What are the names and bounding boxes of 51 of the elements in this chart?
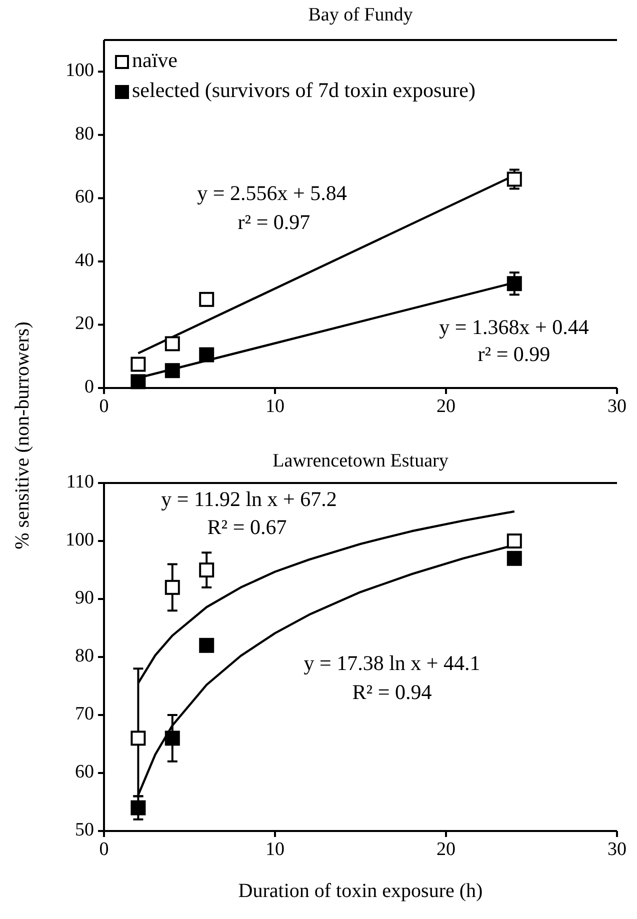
x-tick-label: 0 (99, 839, 109, 860)
point (130, 800, 146, 816)
point (199, 638, 214, 653)
annotation: y = 1.368x + 0.44 (439, 314, 590, 339)
y-tick-label: 100 (66, 60, 94, 81)
y-tick-label: 40 (75, 250, 94, 271)
annotation: y = 17.38 ln x + 44.1 (304, 650, 480, 675)
legend-label: selected (survivors of 7d toxin exposure) (132, 78, 476, 102)
y-tick-label: 0 (84, 376, 94, 398)
annotation: r² = 0.99 (478, 342, 550, 366)
x-axis-title: Duration of toxin exposure (h) (238, 880, 483, 902)
y-tick-label: 20 (75, 313, 94, 334)
annotation: y = 2.556x + 5.84 (197, 180, 348, 205)
y-tick-label: 70 (75, 703, 94, 724)
point (130, 374, 146, 390)
x-tick-label: 10 (266, 839, 284, 860)
point (164, 730, 180, 746)
x-tick-label: 20 (436, 839, 456, 860)
point (130, 356, 146, 372)
point (164, 363, 180, 378)
y-tick-label: 60 (75, 761, 94, 782)
y-tick-label: 60 (75, 186, 94, 208)
point (506, 550, 522, 566)
annotation: R² = 0.94 (352, 680, 432, 704)
annotation: r² = 0.97 (238, 210, 310, 234)
y-tick-label: 80 (75, 645, 94, 666)
point (506, 534, 522, 548)
point (506, 276, 522, 292)
x-tick-label: 10 (266, 396, 284, 417)
point (164, 580, 180, 595)
point (164, 336, 180, 352)
x-tick-label: 0 (99, 396, 109, 417)
point (199, 562, 214, 578)
chart-title: Bay of Fundy (308, 4, 414, 26)
y-axis-title: % sensitive (non-burrowers) (12, 322, 34, 550)
point (130, 730, 146, 746)
point (506, 172, 522, 187)
y-tick-label: 50 (75, 819, 94, 840)
annotation: y = 11.92 ln x + 67.2 (161, 486, 337, 511)
chart-title: Lawrencetown Estuary (272, 450, 449, 472)
point (199, 347, 214, 362)
y-tick-label: 100 (66, 529, 94, 550)
x-tick-label: 20 (436, 396, 456, 417)
y-tick-label: 90 (75, 587, 94, 608)
x-tick-label: 30 (608, 396, 626, 417)
y-tick-label: 110 (66, 471, 94, 492)
legend-label: naïve (132, 48, 178, 72)
annotation: R² = 0.67 (207, 514, 287, 539)
point (199, 292, 214, 307)
x-tick-label: 30 (608, 839, 626, 860)
y-tick-label: 80 (75, 123, 94, 144)
